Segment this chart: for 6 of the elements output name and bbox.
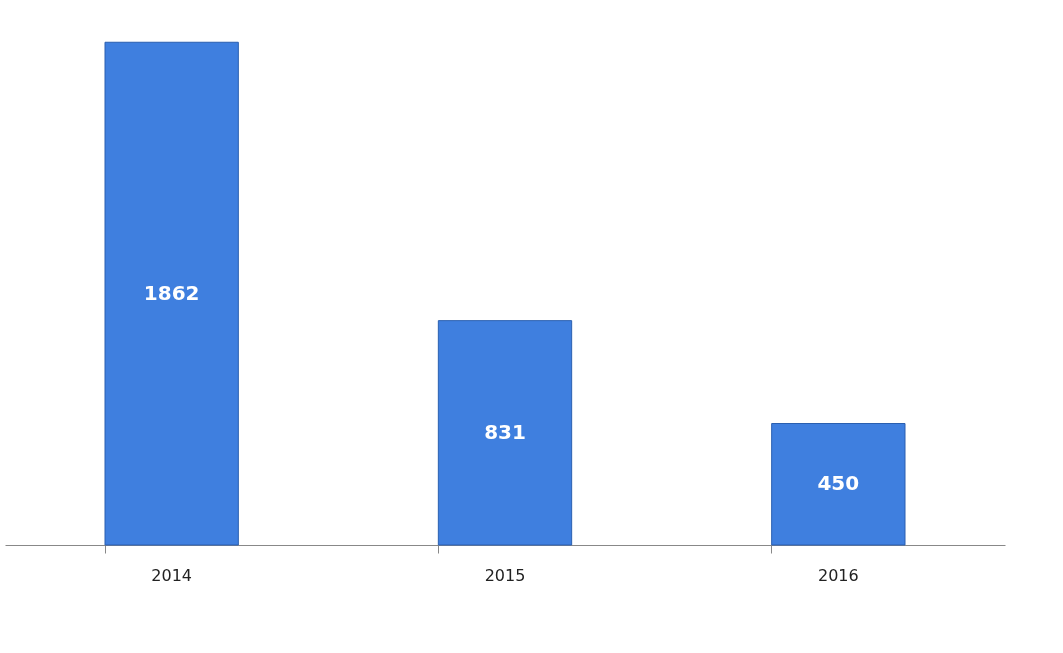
data-label: 450 — [817, 471, 860, 496]
x-tick-label: 2014 — [151, 565, 193, 585]
x-tick-label: 2015 — [484, 565, 526, 585]
data-label: 1862 — [143, 280, 200, 305]
x-tick-label: 2016 — [817, 565, 859, 585]
data-label: 831 — [484, 419, 526, 444]
